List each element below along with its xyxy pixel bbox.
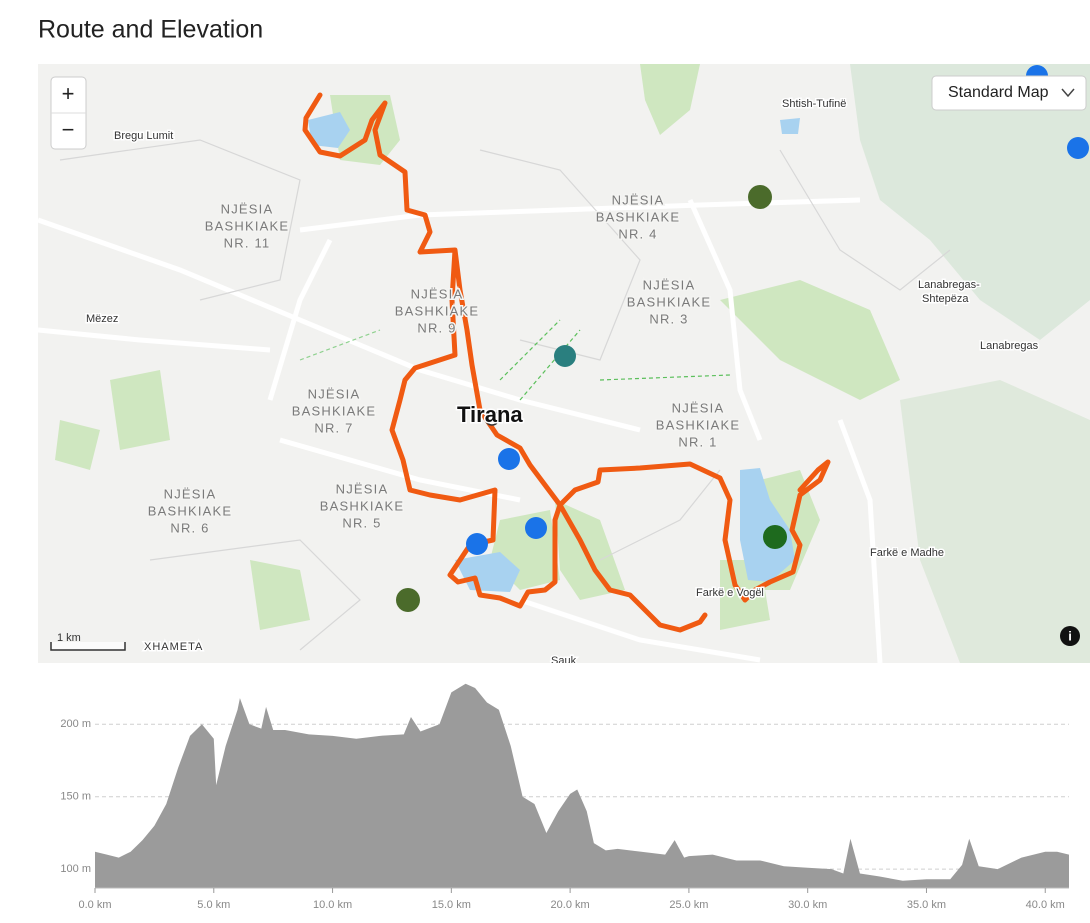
district-label: NR. 5 xyxy=(342,515,381,530)
start-marker[interactable] xyxy=(484,410,500,426)
zoom-out-button[interactable]: − xyxy=(62,117,75,142)
y-tick-label: 100 m xyxy=(60,863,91,875)
district-label: NJËSIA xyxy=(643,277,696,292)
district-label: NJËSIA xyxy=(221,201,274,216)
x-tick-label: 10.0 km xyxy=(313,899,352,911)
place-label: Mëzez xyxy=(86,313,118,325)
scale-label: 1 km xyxy=(57,632,81,644)
district-label: BASHKIAKE xyxy=(292,403,377,418)
district-label: NJËSIA xyxy=(164,486,217,501)
route xyxy=(302,92,831,633)
x-tick-label: 0.0 km xyxy=(78,899,111,911)
district-label: BASHKIAKE xyxy=(148,503,233,518)
place-label: Shtish-Tufinë xyxy=(782,98,846,110)
place-label: Sauk xyxy=(551,655,577,667)
place-label: Shtepëza xyxy=(922,293,969,305)
district-label: NR. 1 xyxy=(678,434,717,449)
map-style-selector[interactable] xyxy=(931,75,1087,111)
district-labels: NJËSIA BASHKIAKE NR. 11 NJËSIA BASHKIAKE NR. … xyxy=(146,191,741,537)
district-label: BASHKIAKE xyxy=(395,303,480,318)
place-label: Lanabregas xyxy=(980,340,1039,352)
district-label: NJËSIA xyxy=(672,400,725,415)
district-label: BASHKIAKE xyxy=(656,417,741,432)
trail xyxy=(299,329,381,361)
map-style-label[interactable]: Standard Map xyxy=(948,84,1049,101)
district-label: NR. 11 xyxy=(224,235,271,250)
city-label: Tirana xyxy=(457,402,523,427)
district-label: BASHKIAKE xyxy=(320,498,405,513)
place-label: Bregu Lumit xyxy=(114,130,173,142)
district-label: NJËSIA xyxy=(308,386,361,401)
district-label: BASHKIAKE xyxy=(205,218,290,233)
elevation-area xyxy=(95,683,1069,888)
place-label: Farkë e Madhe xyxy=(870,547,944,559)
x-tick-label: 5.0 km xyxy=(197,899,230,911)
district-label: NJËSIA xyxy=(336,481,389,496)
x-tick-label: 25.0 km xyxy=(669,899,708,911)
district-label: NJËSIA xyxy=(411,286,464,301)
map[interactable]: Bregu Lumit Shtish-Tufinë Mëzez Tirana L… xyxy=(38,64,1090,667)
dropdown-arrow[interactable] xyxy=(1061,88,1075,98)
info-button[interactable] xyxy=(1060,626,1080,646)
district-label: NR. 9 xyxy=(417,320,456,335)
x-tick-label: 20.0 km xyxy=(551,899,590,911)
x-tick-label: 35.0 km xyxy=(907,899,946,911)
district-label: NR. 6 xyxy=(170,520,209,535)
info-label[interactable]: i xyxy=(1068,628,1072,643)
x-tick-label: 15.0 km xyxy=(432,899,471,911)
district-label: BASHKIAKE xyxy=(596,209,681,224)
elevation-chart: 100 m 150 m 200 m 0.0 km 5.0 km 10.0 km 15.0 k… xyxy=(60,683,1069,911)
district-label: NR. 7 xyxy=(314,420,353,435)
place-label: Lanabregas- xyxy=(918,279,980,291)
district-label: NJËSIA xyxy=(612,192,665,207)
x-tick-label: 30.0 km xyxy=(788,899,827,911)
scale-bar xyxy=(50,642,126,651)
page-title: Route and Elevation xyxy=(38,16,263,44)
district-label: NR. 4 xyxy=(618,226,657,241)
poi-icons[interactable] xyxy=(396,65,1089,612)
trail xyxy=(499,319,731,401)
place-label: Farkë e Vogël xyxy=(696,587,764,599)
zoom-in-button[interactable]: + xyxy=(62,81,75,106)
water xyxy=(308,112,800,592)
place-label: XHAMETA xyxy=(144,641,203,653)
district-label: NR. 3 xyxy=(649,311,688,326)
y-tick-label: 200 m xyxy=(60,718,91,730)
district-label: BASHKIAKE xyxy=(627,294,712,309)
x-tick-label: 40.0 km xyxy=(1026,899,1065,911)
y-tick-label: 150 m xyxy=(60,791,91,803)
